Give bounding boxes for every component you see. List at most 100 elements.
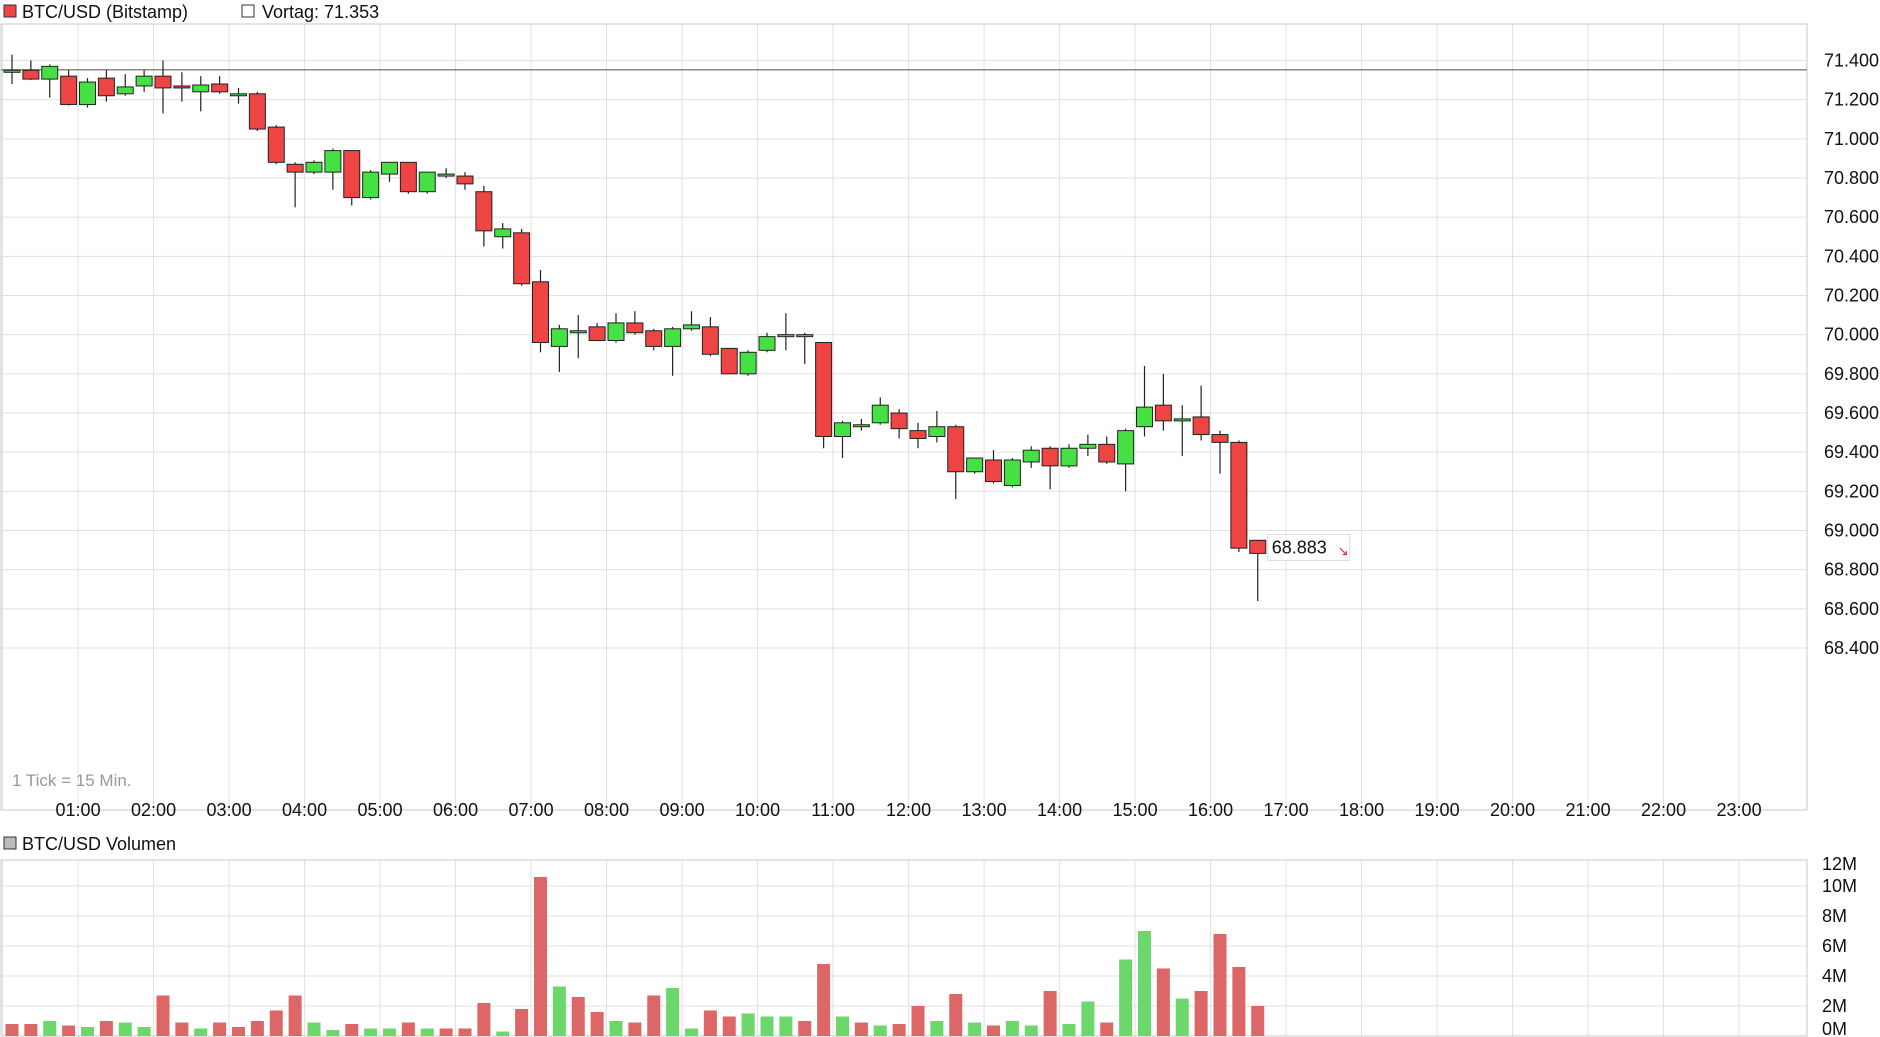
candle[interactable] xyxy=(1003,458,1021,488)
volume-bar-up[interactable] xyxy=(43,1021,57,1036)
volume-bar-down[interactable] xyxy=(250,1021,264,1036)
volume-bar-up[interactable] xyxy=(741,1013,755,1037)
candle[interactable] xyxy=(834,420,851,459)
candle[interactable] xyxy=(645,328,663,351)
candle[interactable] xyxy=(607,313,625,343)
volume-bar-up[interactable] xyxy=(364,1028,378,1037)
volume-bar-down[interactable] xyxy=(722,1016,736,1037)
candle[interactable] xyxy=(588,322,606,342)
volume-bar-up[interactable] xyxy=(420,1028,434,1037)
volume-bar-up[interactable] xyxy=(1175,998,1189,1037)
legend-swatch-series[interactable] xyxy=(3,4,17,18)
candle[interactable] xyxy=(192,76,210,112)
volume-bar-up[interactable] xyxy=(326,1030,340,1036)
volume-bar-up[interactable] xyxy=(1138,931,1151,1036)
candle[interactable] xyxy=(1173,405,1191,457)
volume-bar-up[interactable] xyxy=(1119,959,1133,1037)
candle[interactable] xyxy=(739,350,757,376)
volume-bar-up[interactable] xyxy=(930,1021,944,1036)
volume-bar-up[interactable] xyxy=(137,1027,151,1036)
candle[interactable] xyxy=(154,60,172,114)
candle[interactable] xyxy=(381,161,398,182)
volume-bar-down[interactable] xyxy=(5,1024,19,1036)
candle[interactable] xyxy=(777,313,795,351)
volume-bar-up[interactable] xyxy=(383,1028,396,1037)
volume-bar-up[interactable] xyxy=(760,1016,774,1037)
volume-bar-down[interactable] xyxy=(798,1021,812,1036)
volume-bar-up[interactable] xyxy=(1005,1021,1019,1036)
volume-bar-down[interactable] xyxy=(1232,967,1246,1036)
volume-bar-up[interactable] xyxy=(118,1022,132,1037)
last-price-tag[interactable]: 68.883 ↘ xyxy=(1267,533,1351,561)
candle[interactable] xyxy=(79,78,96,108)
candle[interactable] xyxy=(41,64,59,98)
volume-bar-up[interactable] xyxy=(194,1028,208,1037)
volume-bar-down[interactable] xyxy=(590,1012,604,1036)
candle[interactable] xyxy=(928,411,946,443)
candle[interactable] xyxy=(1154,373,1172,431)
candle[interactable] xyxy=(60,70,78,106)
volume-bar-down[interactable] xyxy=(99,1021,113,1036)
volume-bar-down[interactable] xyxy=(288,995,302,1037)
candle[interactable] xyxy=(569,315,587,359)
candle[interactable] xyxy=(1060,444,1078,468)
volume-bar-down[interactable] xyxy=(401,1022,415,1037)
legend-swatch-prev-close[interactable] xyxy=(241,4,255,18)
volume-bar-down[interactable] xyxy=(458,1028,472,1037)
candle[interactable] xyxy=(494,223,512,249)
candle[interactable] xyxy=(513,228,531,286)
volume-bar-up[interactable] xyxy=(1081,1001,1095,1037)
candle[interactable] xyxy=(1041,446,1059,490)
volume-bar-down[interactable] xyxy=(1251,1006,1265,1036)
candle[interactable] xyxy=(399,161,417,194)
volume-bar-down[interactable] xyxy=(439,1028,453,1037)
candle[interactable] xyxy=(1098,436,1116,464)
candle[interactable] xyxy=(97,70,115,102)
candle[interactable] xyxy=(211,76,229,94)
candle[interactable] xyxy=(852,418,870,431)
candle[interactable] xyxy=(796,332,814,365)
candle[interactable] xyxy=(947,424,965,500)
volume-bar-down[interactable] xyxy=(1043,991,1057,1036)
volume-bar-down[interactable] xyxy=(703,1010,717,1037)
candle[interactable] xyxy=(1211,430,1229,474)
volume-bar-down[interactable] xyxy=(1213,934,1227,1036)
candle[interactable] xyxy=(135,70,153,92)
candle[interactable] xyxy=(116,74,134,96)
candle[interactable] xyxy=(1192,385,1210,441)
candle[interactable] xyxy=(1230,440,1248,553)
candle[interactable] xyxy=(1079,434,1097,457)
candle[interactable] xyxy=(1249,539,1267,601)
volume-bar-down[interactable] xyxy=(232,1027,245,1036)
volume-bar-down[interactable] xyxy=(817,964,831,1036)
candle[interactable] xyxy=(286,162,304,208)
volume-bar-up[interactable] xyxy=(968,1022,982,1037)
candle[interactable] xyxy=(871,397,889,425)
volume-bar-down[interactable] xyxy=(892,1024,906,1036)
candle[interactable] xyxy=(230,87,247,104)
candle[interactable] xyxy=(173,72,191,102)
candle[interactable] xyxy=(532,270,549,353)
volume-bar-down[interactable] xyxy=(24,1024,38,1036)
candle[interactable] xyxy=(3,54,21,84)
volume-bar-down[interactable] xyxy=(949,994,963,1036)
volume-bar-down[interactable] xyxy=(1194,991,1208,1036)
candle[interactable] xyxy=(248,91,266,131)
candle[interactable] xyxy=(22,60,40,81)
candle[interactable] xyxy=(362,170,380,200)
candle[interactable] xyxy=(985,450,1002,484)
candle[interactable] xyxy=(720,347,738,375)
candle[interactable] xyxy=(305,160,323,175)
candle[interactable] xyxy=(1117,428,1135,492)
volume-bar-up[interactable] xyxy=(666,988,680,1036)
volume-bar-down[interactable] xyxy=(175,1022,189,1037)
volume-bar-up[interactable] xyxy=(609,1021,623,1036)
volume-bar-up[interactable] xyxy=(836,1016,849,1037)
candle[interactable] xyxy=(418,171,436,194)
volume-bar-up[interactable] xyxy=(779,1016,793,1037)
candle[interactable] xyxy=(664,326,682,376)
volume-bar-up[interactable] xyxy=(685,1028,698,1037)
candle[interactable] xyxy=(683,311,700,331)
volume-bar-down[interactable] xyxy=(269,1010,283,1037)
volume-bar-up[interactable] xyxy=(873,1025,887,1037)
